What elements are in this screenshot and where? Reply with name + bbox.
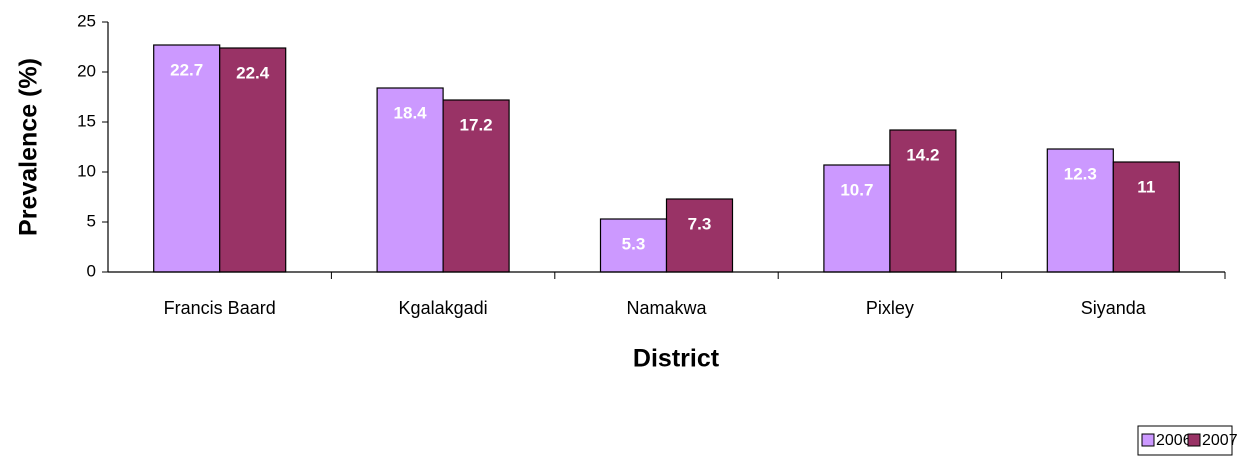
y-tick-label: 25 <box>77 11 96 30</box>
x-tick-label: Francis Baard <box>164 298 276 318</box>
data-label: 22.4 <box>236 63 270 82</box>
y-tick-label: 10 <box>77 161 96 180</box>
y-tick-label: 5 <box>87 211 96 230</box>
x-tick-label: Pixley <box>866 298 914 318</box>
bar <box>665 198 734 273</box>
data-label: 11 <box>1137 177 1155 196</box>
data-label: 7.3 <box>688 214 712 233</box>
legend-label: 2007 <box>1202 432 1238 449</box>
y-tick-label: 20 <box>77 61 96 80</box>
data-label: 12.3 <box>1064 164 1097 183</box>
data-label: 14.2 <box>906 145 939 164</box>
data-label: 10.7 <box>840 180 873 199</box>
data-label: 18.4 <box>394 103 428 122</box>
legend-swatch <box>1187 433 1201 447</box>
x-tick-label: Kgalakgadi <box>399 298 488 318</box>
bar <box>1112 161 1180 273</box>
y-tick-label: 0 <box>87 261 96 280</box>
bar <box>823 164 891 273</box>
bar <box>219 47 287 273</box>
y-tick-label: 15 <box>77 111 96 130</box>
legend-swatch <box>1141 433 1155 447</box>
y-axis-title: Prevalence (%) <box>15 58 43 236</box>
bar <box>889 129 957 273</box>
x-tick-label: Namakwa <box>626 298 707 318</box>
data-label: 17.2 <box>460 115 493 134</box>
x-axis-title: District <box>633 345 720 373</box>
bar <box>442 99 510 273</box>
data-label: 22.7 <box>170 60 203 79</box>
legend-label: 2006 <box>1156 432 1192 449</box>
x-tick-label: Siyanda <box>1081 298 1147 318</box>
data-label: 5.3 <box>622 234 646 253</box>
